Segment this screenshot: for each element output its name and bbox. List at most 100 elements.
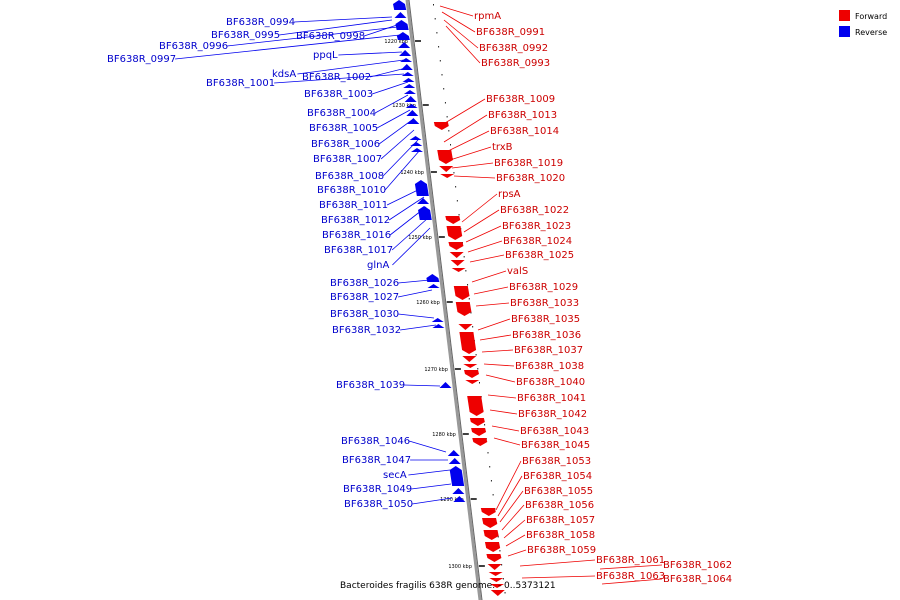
reverse-gene-label[interactable]: BF638R_1017 [324,245,393,256]
reverse-gene-label[interactable]: BF638R_1032 [332,325,401,336]
reverse-gene-label[interactable]: BF638R_1004 [307,108,376,119]
forward-gene-feature [467,396,484,416]
reverse-gene-label[interactable]: BF638R_1012 [321,215,390,226]
forward-gene-label[interactable]: BF638R_1056 [525,500,594,511]
forward-gene-label[interactable]: BF638R_1058 [526,530,595,541]
reverse-leader-line [411,483,452,490]
reverse-gene-label[interactable]: BF638R_1026 [330,278,399,289]
reverse-leader-line [380,129,415,160]
reverse-gene-label[interactable]: BF638R_1010 [317,185,386,196]
forward-gene-label[interactable]: BF638R_1025 [505,250,574,261]
reverse-leader-line [274,73,405,84]
forward-gene-label[interactable]: BF638R_0992 [479,43,548,54]
forward-gene-label[interactable]: BF638R_1063 [596,571,665,582]
forward-gene-label[interactable]: BF638R_1045 [521,440,590,451]
reverse-gene-feature [411,148,424,152]
forward-gene-feature [464,370,480,378]
forward-gene-label[interactable]: BF638R_1036 [512,330,581,341]
forward-gene-label[interactable]: BF638R_1033 [510,298,579,309]
reverse-gene-label[interactable]: BF638R_1030 [330,309,399,320]
forward-leader-line [495,460,522,511]
forward-gene-label[interactable]: BF638R_0991 [476,27,545,38]
reverse-gene-label[interactable]: BF638R_0995 [211,30,280,41]
forward-gene-label[interactable]: valS [507,266,528,277]
forward-legend-swatch [839,10,850,21]
reverse-gene-feature [453,496,466,502]
reverse-leader-line [398,279,431,284]
reverse-gene-feature [448,458,461,464]
reverse-gene-feature [439,382,452,388]
tick-label: 1280 kbp [432,432,456,438]
reverse-gene-label[interactable]: BF638R_1027 [330,292,399,303]
forward-gene-label[interactable]: BF638R_1064 [663,574,732,585]
reverse-gene-feature [394,12,407,18]
reverse-gene-label[interactable]: BF638R_1050 [344,499,413,510]
forward-gene-feature [472,438,488,446]
forward-gene-label[interactable]: BF638R_0993 [481,58,550,69]
forward-gene-label[interactable]: BF638R_1020 [496,173,565,184]
forward-gene-label[interactable]: BF638R_1014 [490,126,559,137]
reverse-gene-label[interactable]: BF638R_0994 [226,17,295,28]
reverse-gene-label[interactable]: kdsA [272,69,296,80]
forward-gene-label[interactable]: BF638R_1041 [517,393,586,404]
forward-gene-feature [490,590,505,596]
forward-gene-label[interactable]: BF638R_1019 [494,158,563,169]
reverse-gene-label[interactable]: BF638R_1006 [311,139,380,150]
forward-gene-label[interactable]: BF638R_1038 [515,361,584,372]
tick-label: 1240 kbp [400,170,424,176]
reverse-legend-swatch [839,26,850,37]
reverse-gene-label[interactable]: BF638R_1047 [342,455,411,466]
reverse-gene-label[interactable]: BF638R_1049 [343,484,412,495]
reverse-gene-label[interactable]: BF638R_1003 [304,89,373,100]
reverse-gene-label[interactable]: BF638R_1001 [206,78,275,89]
forward-gene-label[interactable]: BF638R_1061 [596,555,665,566]
forward-gene-feature [445,216,461,224]
reverse-gene-label[interactable]: BF638R_0998 [296,31,365,42]
reverse-legend-label: Reverse [855,28,887,37]
tick-label: 1220 kbp [384,39,408,45]
forward-gene-label[interactable]: BF638R_1009 [486,94,555,105]
forward-gene-label[interactable]: BF638R_1054 [523,471,592,482]
reverse-leader-line [386,187,423,206]
forward-leader-line [443,19,479,49]
forward-gene-label[interactable]: BF638R_1062 [663,560,732,571]
reverse-gene-label[interactable]: BF638R_0996 [159,41,228,52]
forward-gene-label[interactable]: BF638R_1055 [524,486,593,497]
forward-gene-label[interactable]: trxB [492,142,513,153]
reverse-gene-label[interactable]: BF638R_1005 [309,123,378,134]
reverse-leader-line [297,59,405,75]
reverse-gene-label[interactable]: BF638R_1008 [315,171,384,182]
forward-gene-label[interactable]: BF638R_1029 [509,282,578,293]
forward-leader-line [441,11,476,33]
reverse-gene-label[interactable]: BF638R_1016 [322,230,391,241]
reverse-gene-label[interactable]: BF638R_1002 [302,72,371,83]
forward-gene-label[interactable]: BF638R_1040 [516,377,585,388]
forward-gene-label[interactable]: rpsA [498,189,521,200]
forward-gene-label[interactable]: BF638R_1024 [503,236,572,247]
reverse-gene-label[interactable]: BF638R_1039 [336,380,405,391]
reverse-gene-label[interactable]: glnA [367,260,389,271]
forward-gene-label[interactable]: rpmA [474,11,501,22]
forward-gene-label[interactable]: BF638R_1023 [502,221,571,232]
reverse-gene-label[interactable]: BF638R_1046 [341,436,410,447]
forward-gene-feature [469,418,485,426]
reverse-gene-label[interactable]: BF638R_1007 [313,154,382,165]
reverse-gene-label[interactable]: secA [383,470,407,481]
forward-gene-label[interactable]: BF638R_1057 [526,515,595,526]
forward-gene-label[interactable]: BF638R_1035 [511,314,580,325]
reverse-gene-label[interactable]: BF638R_1011 [319,200,388,211]
forward-gene-label[interactable]: BF638R_1013 [488,110,557,121]
reverse-gene-feature [393,0,407,10]
reverse-gene-label[interactable]: ppqL [313,50,338,61]
forward-legend-label: Forward [855,12,887,21]
forward-gene-label[interactable]: BF638R_1059 [527,545,596,556]
forward-gene-label[interactable]: BF638R_1053 [522,456,591,467]
forward-leader-line [443,114,488,143]
forward-leader-line [521,575,596,579]
forward-leader-line [445,130,490,153]
forward-gene-label[interactable]: BF638R_1037 [514,345,583,356]
reverse-gene-label[interactable]: BF638R_0997 [107,54,176,65]
forward-gene-label[interactable]: BF638R_1042 [518,409,587,420]
forward-gene-label[interactable]: BF638R_1043 [520,426,589,437]
forward-gene-label[interactable]: BF638R_1022 [500,205,569,216]
